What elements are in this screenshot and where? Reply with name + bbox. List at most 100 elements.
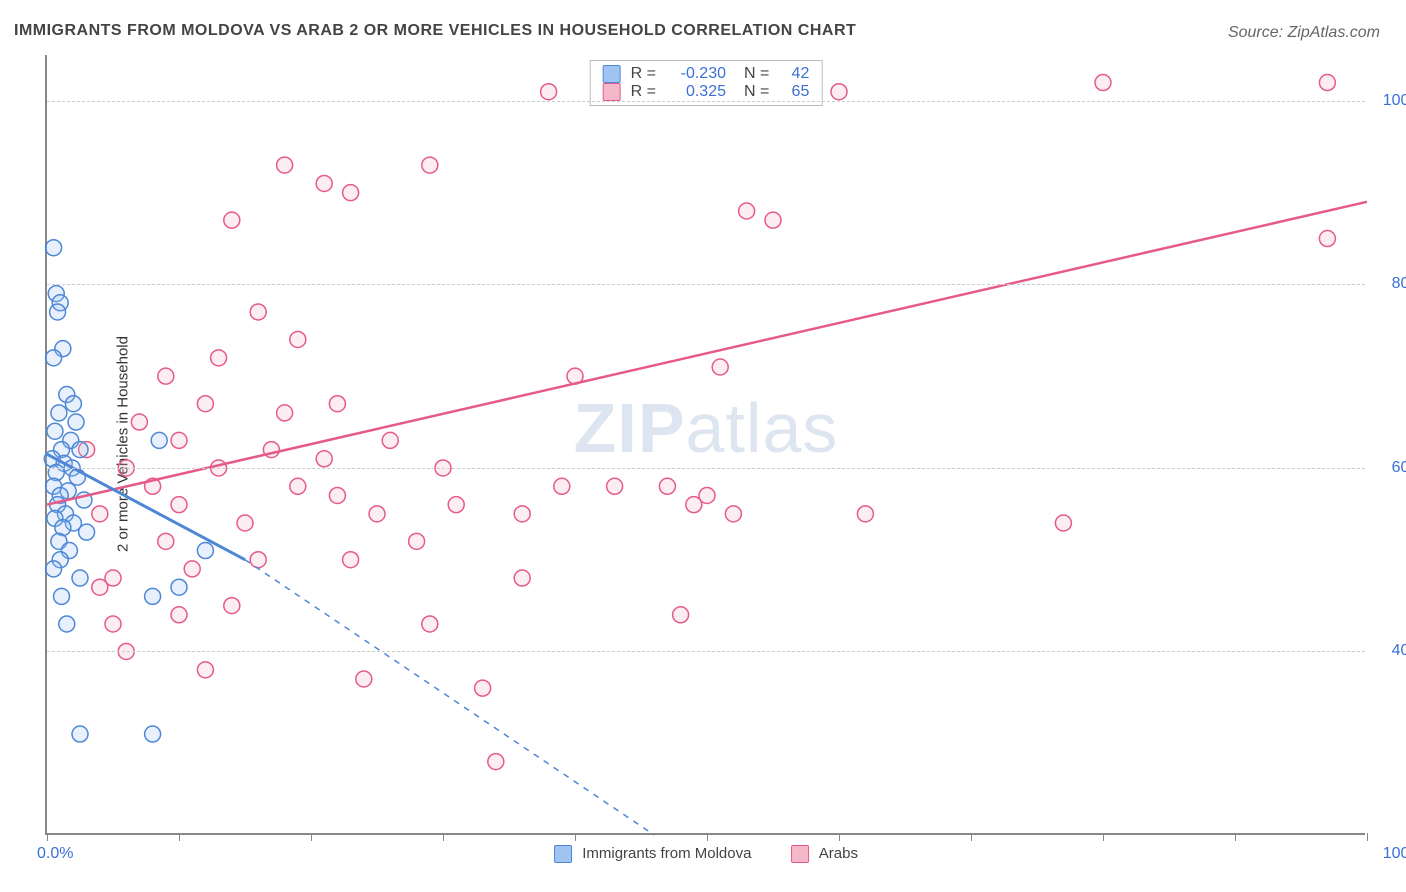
x-tick — [839, 833, 840, 841]
gridline — [47, 468, 1365, 469]
data-point — [237, 515, 253, 531]
legend-stats-row-arabs: R = 0.325 N = 65 — [603, 83, 810, 101]
gridline — [47, 101, 1365, 102]
data-point — [72, 442, 88, 458]
chart-title: IMMIGRANTS FROM MOLDOVA VS ARAB 2 OR MOR… — [14, 22, 856, 40]
data-point — [92, 579, 108, 595]
n-value-arabs: 65 — [779, 83, 809, 101]
data-point — [290, 478, 306, 494]
data-point — [1055, 515, 1071, 531]
x-tick — [311, 833, 312, 841]
n-value-moldova: 42 — [779, 65, 809, 83]
data-point — [659, 478, 675, 494]
data-point — [68, 414, 84, 430]
data-point — [224, 598, 240, 614]
y-tick-label: 100.0% — [1383, 92, 1406, 110]
x-tick — [575, 833, 576, 841]
data-point — [607, 478, 623, 494]
data-point — [712, 359, 728, 375]
gridline — [47, 284, 1365, 285]
data-point — [151, 432, 167, 448]
plot-area: 2 or more Vehicles in Household ZIPatlas… — [45, 55, 1365, 835]
data-point — [158, 533, 174, 549]
trend-line — [47, 202, 1367, 505]
legend-stats: R = -0.230 N = 42 R = 0.325 N = 65 — [590, 60, 823, 106]
data-point — [739, 203, 755, 219]
legend-swatch-arabs-icon — [791, 845, 809, 863]
x-tick — [1235, 833, 1236, 841]
data-point — [65, 396, 81, 412]
data-point — [145, 726, 161, 742]
y-tick-label: 40.0% — [1392, 642, 1406, 660]
data-point — [1319, 231, 1335, 247]
r-value-moldova: -0.230 — [666, 65, 726, 83]
data-point — [46, 561, 62, 577]
legend-swatch-arabs — [603, 83, 621, 101]
data-point — [699, 487, 715, 503]
data-point — [422, 616, 438, 632]
data-point — [831, 84, 847, 100]
trend-line — [245, 560, 654, 835]
data-point — [51, 405, 67, 421]
data-point — [46, 350, 62, 366]
data-point — [541, 84, 557, 100]
data-point — [211, 350, 227, 366]
data-point — [72, 570, 88, 586]
legend-item-moldova: Immigrants from Moldova — [554, 845, 751, 863]
x-tick — [47, 833, 48, 841]
legend-swatch-moldova-icon — [554, 845, 572, 863]
data-point — [171, 432, 187, 448]
legend-label-arabs: Arabs — [819, 845, 858, 862]
data-point — [329, 396, 345, 412]
x-tick — [1103, 833, 1104, 841]
data-point — [145, 588, 161, 604]
r-value-arabs: 0.325 — [666, 83, 726, 101]
data-point — [329, 487, 345, 503]
data-point — [277, 405, 293, 421]
data-point — [316, 175, 332, 191]
legend-series: Immigrants from Moldova Arabs — [554, 845, 858, 863]
data-point — [343, 185, 359, 201]
gridline — [47, 651, 1365, 652]
r-label: R = — [631, 83, 656, 101]
data-point — [475, 680, 491, 696]
x-tick — [707, 833, 708, 841]
n-label: N = — [744, 65, 769, 83]
data-point — [514, 570, 530, 586]
data-point — [197, 396, 213, 412]
x-tick-min: 0.0% — [37, 845, 73, 863]
data-point — [422, 157, 438, 173]
x-tick — [1367, 833, 1368, 841]
data-point — [554, 478, 570, 494]
legend-item-arabs: Arabs — [791, 845, 858, 863]
source-label: Source: ZipAtlas.com — [1228, 24, 1380, 42]
n-label: N = — [744, 83, 769, 101]
data-point — [197, 662, 213, 678]
data-point — [158, 368, 174, 384]
legend-swatch-moldova — [603, 65, 621, 83]
data-point — [171, 607, 187, 623]
data-point — [50, 304, 66, 320]
data-point — [46, 240, 62, 256]
data-point — [72, 726, 88, 742]
data-point — [765, 212, 781, 228]
data-point — [488, 754, 504, 770]
data-point — [448, 497, 464, 513]
data-point — [514, 506, 530, 522]
data-point — [79, 524, 95, 540]
x-tick — [971, 833, 972, 841]
legend-stats-row-moldova: R = -0.230 N = 42 — [603, 65, 810, 83]
data-point — [171, 579, 187, 595]
data-point — [369, 506, 385, 522]
data-point — [316, 451, 332, 467]
data-point — [250, 552, 266, 568]
data-point — [105, 616, 121, 632]
data-point — [197, 543, 213, 559]
x-tick — [179, 833, 180, 841]
data-point — [250, 304, 266, 320]
data-point — [184, 561, 200, 577]
legend-label-moldova: Immigrants from Moldova — [582, 845, 751, 862]
data-point — [857, 506, 873, 522]
data-point — [382, 432, 398, 448]
data-point — [1319, 75, 1335, 91]
